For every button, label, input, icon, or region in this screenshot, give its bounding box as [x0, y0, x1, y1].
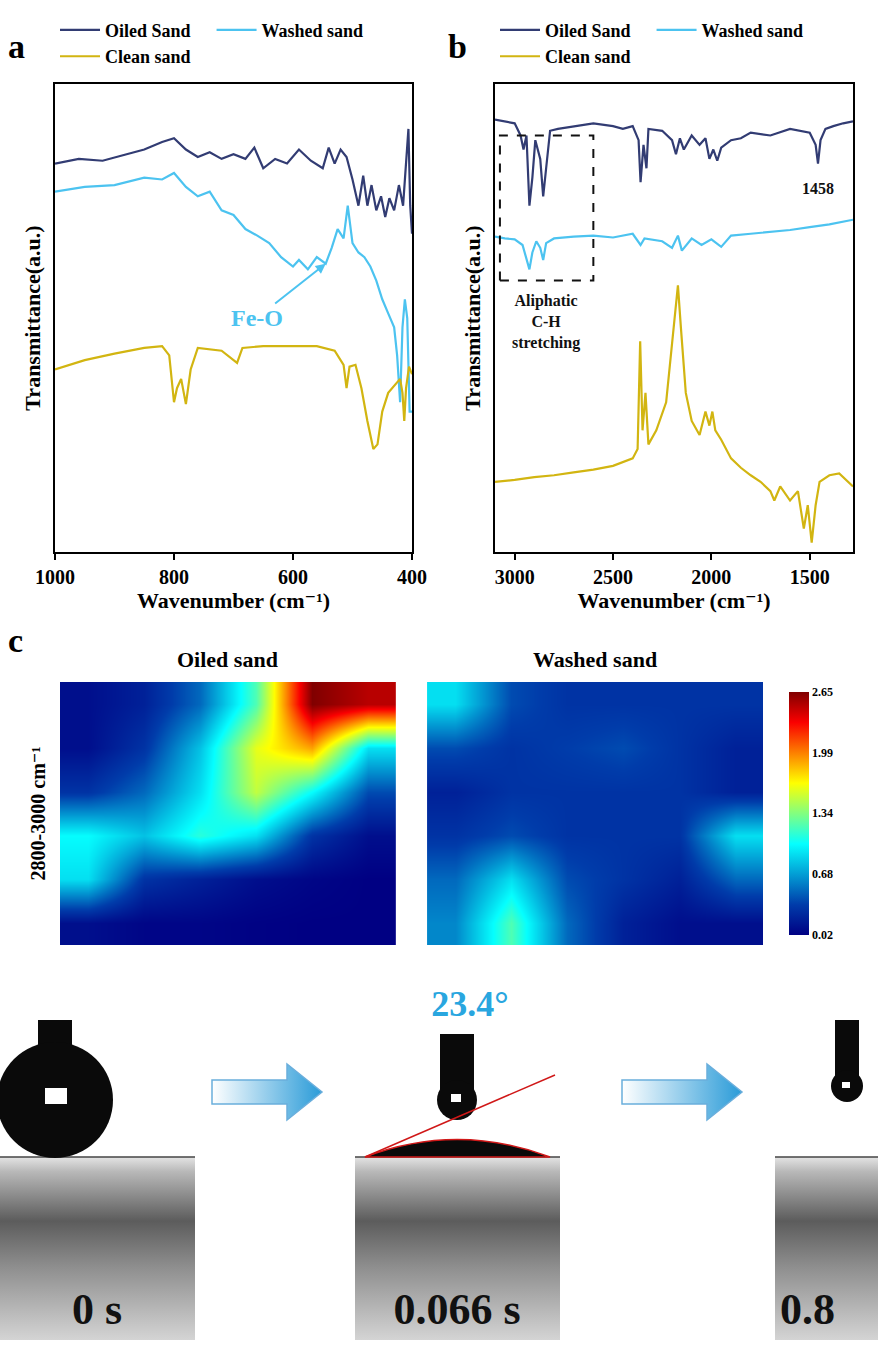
svg-text:1500: 1500 — [790, 566, 830, 588]
svg-text:2500: 2500 — [593, 566, 633, 588]
svg-text:1.99: 1.99 — [812, 746, 833, 760]
svg-text:3000: 3000 — [495, 566, 535, 588]
svg-text:Wavenumber (cm⁻¹): Wavenumber (cm⁻¹) — [137, 588, 330, 613]
html-text:b: b — [448, 28, 467, 65]
svg-text:Clean sand: Clean sand — [545, 47, 631, 67]
svg-text:Transmittance(a.u.): Transmittance(a.u.) — [460, 225, 485, 410]
html-text:a: a — [8, 28, 25, 65]
svg-text:0.8: 0.8 — [780, 1285, 835, 1334]
svg-text:1.34: 1.34 — [812, 806, 833, 820]
svg-text:Clean sand: Clean sand — [105, 47, 191, 67]
svg-text:2.65: 2.65 — [812, 685, 833, 699]
svg-text:Washed sand: Washed sand — [262, 21, 364, 41]
svg-text:Oiled Sand: Oiled Sand — [105, 21, 191, 41]
svg-text:600: 600 — [278, 566, 308, 588]
svg-text:800: 800 — [159, 566, 189, 588]
svg-text:2800-3000 cm⁻¹: 2800-3000 cm⁻¹ — [27, 747, 49, 881]
svg-text:Washed sand: Washed sand — [533, 647, 657, 672]
html-text:c: c — [8, 622, 24, 659]
svg-text:0.066 s: 0.066 s — [393, 1285, 520, 1334]
svg-text:Oiled Sand: Oiled Sand — [545, 21, 631, 41]
svg-text:0 s: 0 s — [72, 1285, 122, 1334]
svg-text:Washed sand: Washed sand — [702, 21, 804, 41]
svg-text:0.02: 0.02 — [812, 928, 833, 942]
svg-text:Fe-O: Fe-O — [231, 305, 283, 331]
svg-text:23.4°: 23.4° — [431, 984, 508, 1024]
svg-text:Transmittance(a.u.): Transmittance(a.u.) — [20, 225, 45, 410]
svg-text:Oiled sand: Oiled sand — [177, 647, 278, 672]
svg-text:Wavenumber (cm⁻¹): Wavenumber (cm⁻¹) — [577, 588, 770, 613]
svg-text:1458: 1458 — [802, 180, 834, 197]
svg-text:0.68: 0.68 — [812, 867, 833, 881]
svg-text:2000: 2000 — [691, 566, 731, 588]
svg-text:AliphaticC-Hstretching: AliphaticC-Hstretching — [512, 292, 580, 352]
svg-text:400: 400 — [397, 566, 427, 588]
svg-text:1000: 1000 — [35, 566, 75, 588]
